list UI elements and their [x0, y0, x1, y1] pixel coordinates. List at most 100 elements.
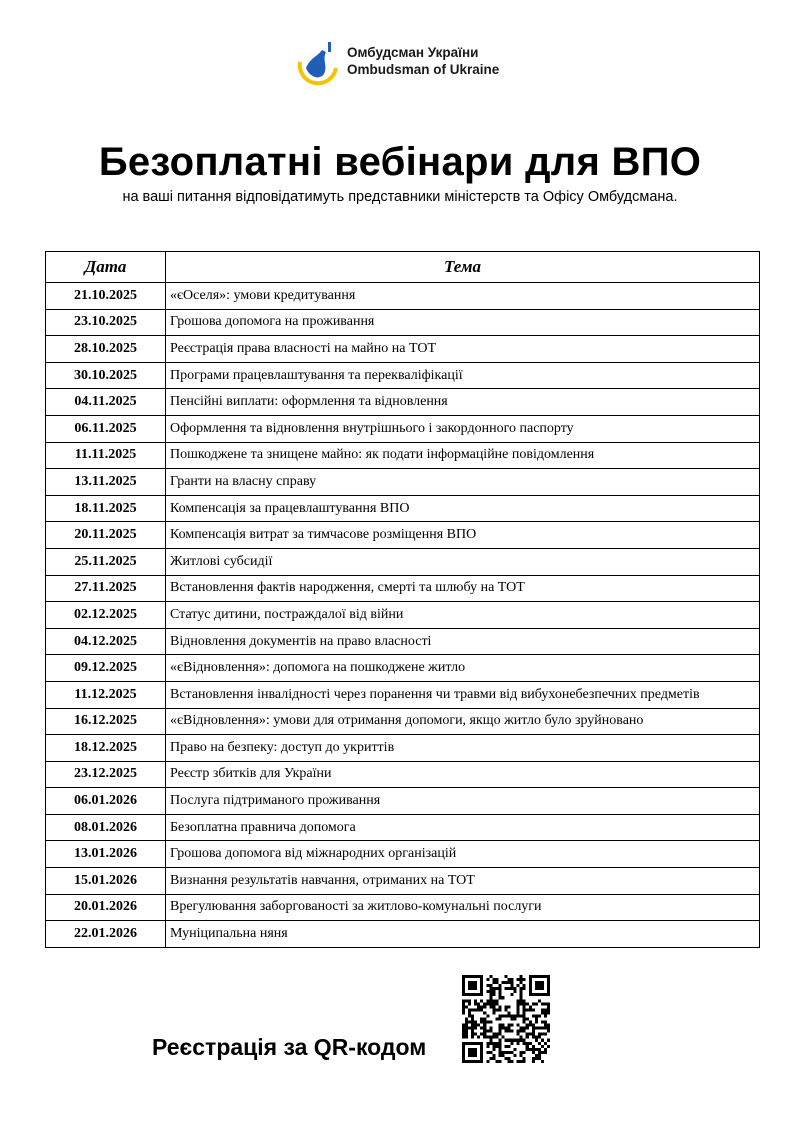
qr-module — [519, 1002, 523, 1006]
qr-module — [492, 1035, 496, 1039]
topic-cell: «єОселя»: умови кредитування — [165, 282, 760, 310]
qr-module — [462, 1032, 466, 1036]
table-row: 06.01.2026 Послуга підтриманого проживанн… — [45, 787, 760, 815]
qr-module — [522, 978, 526, 982]
qr-module — [468, 1002, 472, 1006]
qr-module — [483, 1035, 487, 1039]
qr-module — [486, 1029, 490, 1033]
qr-module — [519, 1029, 523, 1033]
qr-module — [534, 1026, 538, 1030]
qr-module — [513, 990, 517, 994]
qr-module — [468, 1008, 472, 1012]
topic-cell: Відновлення документів на право власност… — [165, 627, 760, 656]
qr-module — [546, 1026, 550, 1030]
subtitle: на ваші питання відповідатимуть представ… — [122, 189, 678, 205]
qr-module — [486, 984, 490, 988]
qr-module — [465, 1020, 469, 1024]
qr-module — [462, 1029, 466, 1033]
qr-module — [480, 1008, 484, 1012]
qr-module — [546, 1023, 550, 1027]
qr-module — [486, 1041, 490, 1045]
date-cell: 22.01.2026 — [45, 920, 166, 948]
qr-module — [519, 996, 523, 1000]
qr-module — [510, 978, 514, 982]
qr-module — [495, 999, 499, 1003]
qr-module — [492, 1005, 496, 1009]
date-cell: 20.11.2025 — [45, 521, 166, 549]
qr-module — [501, 981, 505, 985]
column-header: Тема — [165, 251, 760, 283]
qr-module — [474, 1026, 478, 1030]
qr-module — [510, 1050, 514, 1054]
qr-module — [525, 1035, 529, 1039]
qr-module — [522, 1008, 526, 1012]
qr-module — [468, 1026, 472, 1030]
qr-module — [516, 1011, 520, 1015]
qr-module — [537, 1041, 541, 1045]
qr-module — [495, 987, 499, 991]
qr-module — [489, 1026, 493, 1030]
qr-module — [471, 1032, 475, 1036]
qr-module — [507, 1044, 511, 1048]
date-cell: 02.12.2025 — [45, 601, 166, 629]
table-head: Дата Тема — [45, 251, 760, 283]
qr-module — [498, 1050, 502, 1054]
table-row: 28.10.2025 Реєстрація права власності на … — [45, 335, 760, 363]
qr-module — [462, 1002, 466, 1006]
qr-module — [540, 1059, 544, 1063]
qr-module — [468, 1047, 478, 1057]
qr-module — [546, 1029, 550, 1033]
qr-module — [543, 1047, 547, 1051]
qr-module — [531, 1050, 535, 1054]
qr-module — [537, 999, 541, 1003]
qr-module — [489, 1020, 493, 1024]
qr-module — [519, 987, 523, 991]
qr-module — [492, 1047, 496, 1051]
qr-module — [519, 999, 523, 1003]
qr-module — [501, 1035, 505, 1039]
qr-module — [474, 1020, 478, 1024]
qr-module — [543, 1032, 547, 1036]
qr-module — [501, 1023, 505, 1027]
qr-module — [543, 1020, 547, 1024]
qr-module — [486, 1050, 490, 1054]
qr-module — [462, 1008, 466, 1012]
qr-module — [492, 1044, 496, 1048]
qr-module — [519, 1053, 523, 1057]
qr-module — [498, 1005, 502, 1009]
qr-module — [498, 987, 502, 991]
qr-module — [525, 1026, 529, 1030]
schedule-table: Дата Тема 21.10.2025 «єОселя»: умови кред… — [45, 251, 760, 948]
qr-module — [534, 1014, 538, 1018]
topic-cell: Гранти на власну справу — [165, 468, 760, 496]
qr-module — [465, 1023, 469, 1027]
qr-module — [465, 999, 469, 1003]
qr-module — [513, 987, 517, 991]
qr-module — [516, 999, 520, 1003]
qr-module — [534, 1053, 538, 1057]
qr-module — [486, 1020, 490, 1024]
qr-module — [489, 987, 493, 991]
qr-module — [498, 1053, 502, 1057]
date-cell: 09.12.2025 — [45, 654, 166, 682]
qr-module — [483, 1017, 487, 1021]
qr-module — [489, 984, 493, 988]
qr-module — [507, 1029, 511, 1033]
qr-module — [492, 990, 496, 994]
qr-module — [525, 1017, 529, 1021]
date-cell: 23.12.2025 — [45, 760, 166, 789]
date-cell: 21.10.2025 — [45, 282, 166, 310]
qr-module — [531, 1056, 535, 1060]
qr-module — [528, 1047, 532, 1051]
qr-module — [498, 1038, 502, 1042]
table-row: 18.12.2025 Право на безпеку: доступ до ук… — [45, 734, 760, 762]
qr-module — [492, 987, 496, 991]
qr-module — [528, 1020, 532, 1024]
qr-module — [507, 978, 511, 982]
logo-line: Ombudsman of Ukraine — [347, 62, 500, 77]
date-cell: 11.11.2025 — [45, 441, 166, 470]
qr-module — [480, 1017, 484, 1021]
qr-module — [471, 1017, 475, 1021]
topic-cell: Визнання результатів навчання, отриманих… — [165, 867, 760, 895]
